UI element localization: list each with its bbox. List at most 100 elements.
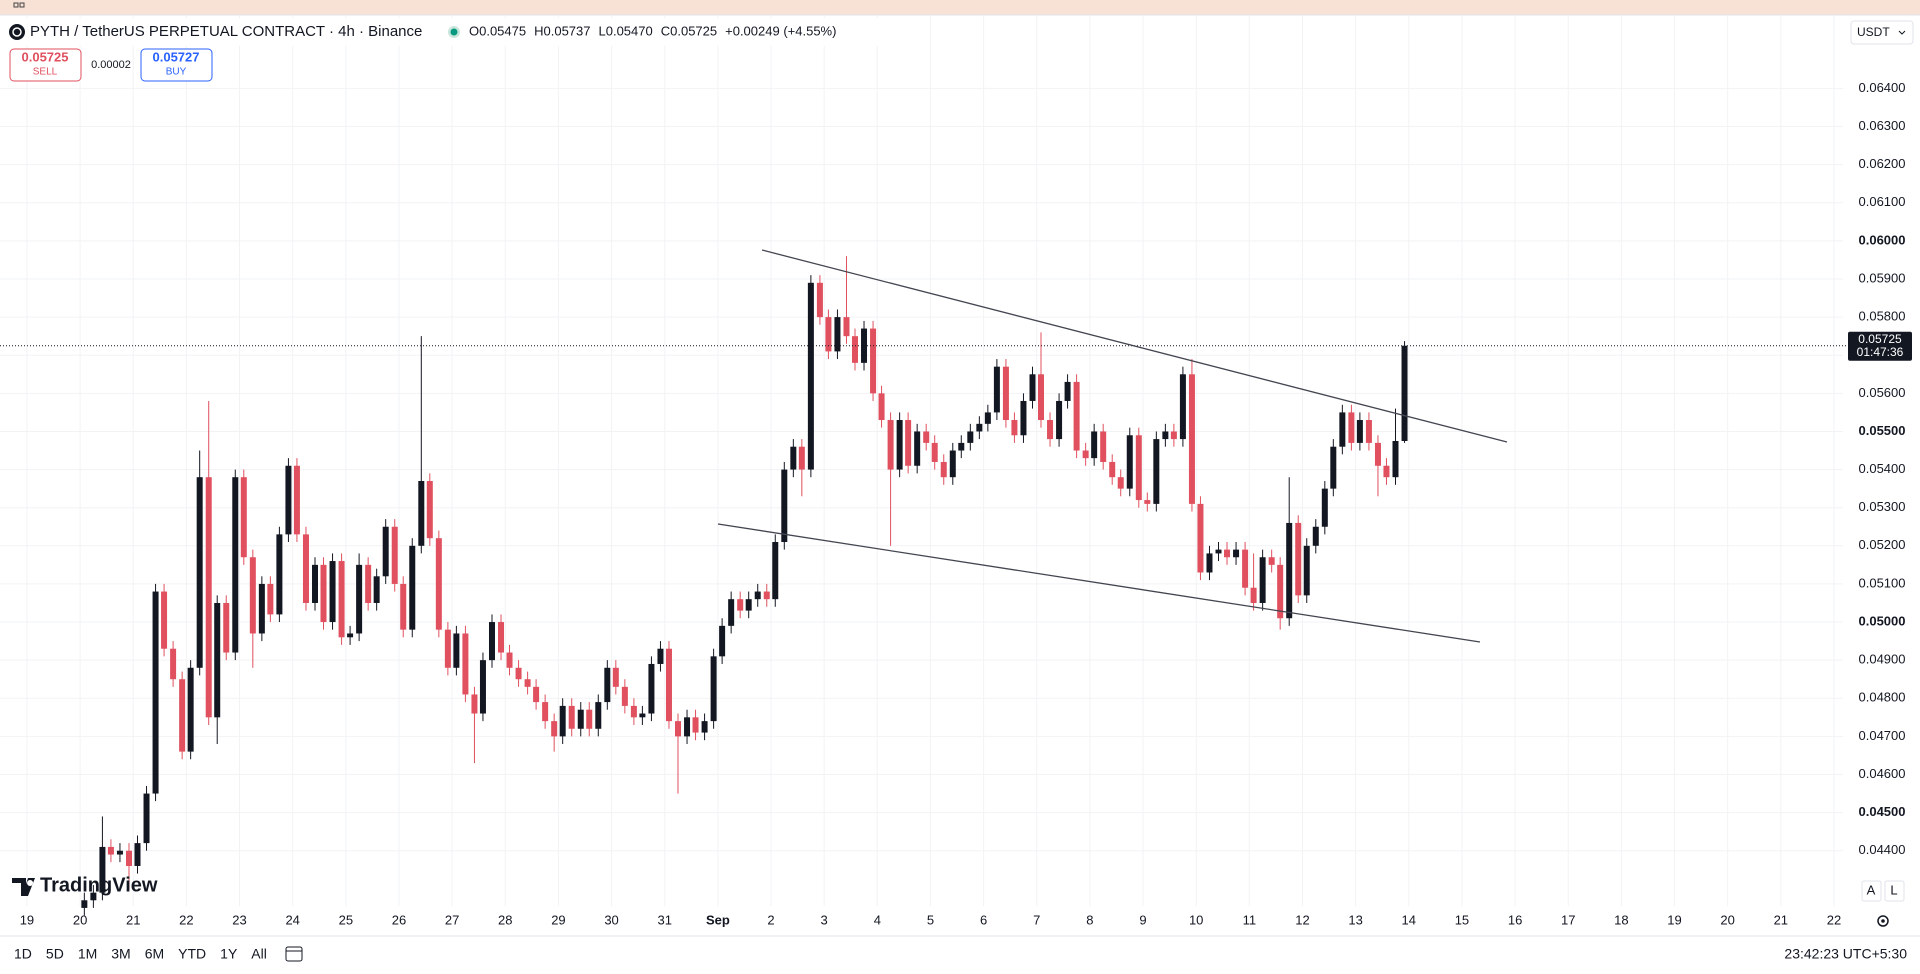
candle-body: [684, 717, 691, 737]
y-tick-label: 0.05300: [1859, 499, 1906, 514]
x-tick-label: 11: [1243, 912, 1257, 927]
candle-body: [604, 667, 611, 703]
candle-body: [728, 599, 735, 626]
x-tick-label: 27: [445, 912, 459, 927]
header-bg: [0, 18, 880, 46]
candle-body: [418, 481, 425, 546]
y-tick-label: 0.04700: [1859, 728, 1906, 743]
currency: USDT: [1857, 25, 1890, 39]
y-tick-label: 0.06400: [1859, 80, 1906, 95]
y-tick-label: 0.06300: [1859, 118, 1906, 133]
candle-body: [639, 713, 646, 718]
candle-body: [249, 557, 256, 634]
candle-body: [1188, 374, 1195, 504]
candle-body: [1348, 412, 1355, 443]
candle-body: [267, 583, 274, 615]
scale-button[interactable]: [1861, 880, 1882, 902]
timeframe-button[interactable]: 3M: [111, 946, 130, 962]
candle-body: [409, 545, 416, 630]
date-range-icon[interactable]: [285, 946, 303, 962]
candle-body: [1392, 440, 1399, 478]
candle-body: [816, 282, 823, 318]
x-tick-label: 5: [927, 912, 934, 927]
y-tick-label: 0.05200: [1859, 537, 1906, 552]
y-tick-label: 0.05500: [1859, 423, 1906, 438]
candle-body: [506, 652, 513, 668]
icon: [13, 2, 19, 8]
candle-body: [870, 328, 877, 394]
candle-body: [914, 431, 921, 466]
x-tick-label: 12: [1295, 912, 1309, 927]
candle-body: [1135, 435, 1142, 501]
x-tick-label: 14: [1402, 912, 1416, 927]
grid: [0, 16, 1843, 906]
candle-body: [586, 709, 593, 729]
candle-body: [1064, 381, 1071, 401]
timeframe-button[interactable]: 6M: [145, 946, 164, 962]
x-tick-label: 9: [1139, 912, 1146, 927]
x-tick-label: 22: [1827, 912, 1841, 927]
candle-body: [347, 633, 354, 638]
candle-body: [559, 705, 566, 737]
timeframes: 1D 5D 1M 3M 6M YTD 1Y All: [14, 946, 267, 962]
candle-body: [1206, 553, 1213, 573]
timeframe-button[interactable]: 1M: [78, 946, 97, 962]
candle-body: [1162, 431, 1169, 440]
brand-logo: [12, 878, 35, 896]
candle-body: [878, 393, 885, 421]
timeframe-button[interactable]: 1Y: [220, 946, 238, 962]
timeframe-button[interactable]: 1D: [14, 946, 32, 962]
candle-body: [1091, 431, 1098, 459]
candle-body: [781, 469, 788, 542]
scale-button-label: A: [1867, 882, 1876, 897]
symbol-title[interactable]: PYTH / TetherUS PERPETUAL CONTRACT · 4h …: [30, 23, 422, 40]
candle-body: [772, 541, 779, 600]
countdown: 01:47:36: [1857, 345, 1904, 359]
candle-body: [1242, 549, 1249, 588]
sell-price: 0.05725: [22, 49, 69, 64]
candle-body: [834, 317, 841, 352]
candle-body: [542, 702, 549, 722]
candle-body: [1321, 488, 1328, 527]
currency-select[interactable]: [1850, 20, 1914, 45]
candle-body: [931, 442, 938, 462]
candle-body: [807, 282, 814, 470]
candle-body: [710, 656, 717, 722]
candle-body: [1073, 381, 1080, 451]
ohlc-value: +0.00249 (+4.55%): [725, 23, 836, 38]
candle-body: [1082, 450, 1089, 459]
brand: TradingView: [40, 874, 158, 896]
buy-button[interactable]: [140, 48, 213, 82]
x-tick-label: 18: [1614, 912, 1628, 927]
trendline-upper: [761, 249, 1508, 443]
candle-body: [161, 591, 168, 649]
candle-body: [630, 705, 637, 718]
scale-button[interactable]: [1884, 880, 1905, 902]
timeframe-button[interactable]: YTD: [178, 946, 206, 962]
candle-body: [1056, 400, 1063, 440]
candle-body: [657, 648, 664, 664]
y-tick-label: 0.04400: [1859, 842, 1906, 857]
candle-body: [1109, 461, 1116, 478]
candle-body: [843, 317, 850, 337]
candle-body: [1029, 374, 1036, 401]
candle-body: [976, 423, 983, 432]
timeframe-button[interactable]: All: [251, 946, 267, 962]
candle-body: [984, 412, 991, 424]
candle-body: [1303, 545, 1310, 596]
timeframe-button[interactable]: 5D: [46, 946, 64, 962]
candle-body: [754, 591, 761, 600]
candle-body: [125, 850, 132, 866]
candle-body: [1011, 420, 1018, 436]
settings-icon[interactable]: [1877, 915, 1889, 927]
candle-body: [479, 660, 486, 714]
buy-label: BUY: [166, 67, 187, 78]
y-tick-label: 0.06200: [1859, 156, 1906, 171]
sell-button[interactable]: [9, 48, 82, 82]
x-tick-label: 23: [232, 912, 246, 927]
y-tick-label: 0.04800: [1859, 690, 1906, 705]
candle-body: [1153, 439, 1160, 504]
candle-body: [949, 450, 956, 478]
candle-body: [1286, 522, 1293, 619]
